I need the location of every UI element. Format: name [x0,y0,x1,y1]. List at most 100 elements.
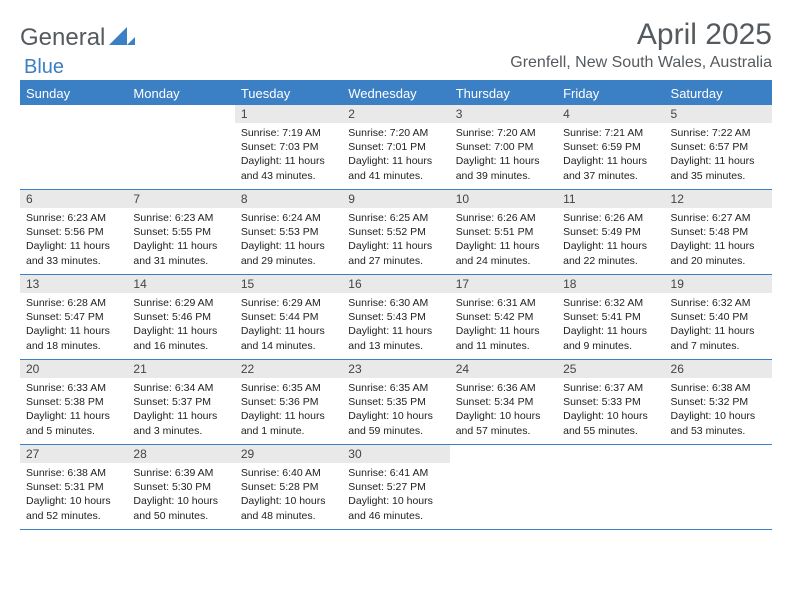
weekday-header: Sunday [20,82,127,105]
daylight-text: Daylight: 11 hours and 24 minutes. [456,239,551,267]
calendar-week-row: 1Sunrise: 7:19 AMSunset: 7:03 PMDaylight… [20,105,772,190]
sunset-text: Sunset: 6:59 PM [563,140,658,154]
daylight-text: Daylight: 11 hours and 11 minutes. [456,324,551,352]
calendar-day-cell: 10Sunrise: 6:26 AMSunset: 5:51 PMDayligh… [450,190,557,274]
sunset-text: Sunset: 5:35 PM [348,395,443,409]
day-details: Sunrise: 6:28 AMSunset: 5:47 PMDaylight:… [20,293,127,356]
day-details: Sunrise: 6:41 AMSunset: 5:27 PMDaylight:… [342,463,449,526]
sunset-text: Sunset: 5:34 PM [456,395,551,409]
day-number: 16 [342,275,449,293]
sunrise-text: Sunrise: 7:19 AM [241,126,336,140]
day-number: 15 [235,275,342,293]
sunset-text: Sunset: 5:44 PM [241,310,336,324]
sunrise-text: Sunrise: 6:28 AM [26,296,121,310]
sunset-text: Sunset: 5:53 PM [241,225,336,239]
calendar-day-cell: 9Sunrise: 6:25 AMSunset: 5:52 PMDaylight… [342,190,449,274]
day-number: 1 [235,105,342,123]
calendar-day-cell: 25Sunrise: 6:37 AMSunset: 5:33 PMDayligh… [557,360,664,444]
daylight-text: Daylight: 11 hours and 5 minutes. [26,409,121,437]
daylight-text: Daylight: 11 hours and 16 minutes. [133,324,228,352]
calendar-day-cell [557,445,664,529]
daylight-text: Daylight: 10 hours and 57 minutes. [456,409,551,437]
calendar-week-row: 20Sunrise: 6:33 AMSunset: 5:38 PMDayligh… [20,360,772,445]
daylight-text: Daylight: 11 hours and 35 minutes. [671,154,766,182]
day-details: Sunrise: 6:35 AMSunset: 5:36 PMDaylight:… [235,378,342,441]
sunset-text: Sunset: 5:56 PM [26,225,121,239]
day-number [665,445,772,463]
weekday-header: Friday [557,82,664,105]
sunrise-text: Sunrise: 6:32 AM [563,296,658,310]
day-number [20,105,127,123]
calendar-day-cell: 13Sunrise: 6:28 AMSunset: 5:47 PMDayligh… [20,275,127,359]
sunrise-text: Sunrise: 6:34 AM [133,381,228,395]
daylight-text: Daylight: 11 hours and 1 minute. [241,409,336,437]
sunrise-text: Sunrise: 6:35 AM [241,381,336,395]
calendar-day-cell [665,445,772,529]
sunrise-text: Sunrise: 6:26 AM [456,211,551,225]
day-details: Sunrise: 6:36 AMSunset: 5:34 PMDaylight:… [450,378,557,441]
sunset-text: Sunset: 6:57 PM [671,140,766,154]
daylight-text: Daylight: 11 hours and 31 minutes. [133,239,228,267]
day-details: Sunrise: 6:23 AMSunset: 5:55 PMDaylight:… [127,208,234,271]
day-details: Sunrise: 6:29 AMSunset: 5:44 PMDaylight:… [235,293,342,356]
sunrise-text: Sunrise: 6:35 AM [348,381,443,395]
day-number [450,445,557,463]
sunrise-text: Sunrise: 6:38 AM [26,466,121,480]
calendar-day-cell: 17Sunrise: 6:31 AMSunset: 5:42 PMDayligh… [450,275,557,359]
sunset-text: Sunset: 5:37 PM [133,395,228,409]
calendar-week-row: 6Sunrise: 6:23 AMSunset: 5:56 PMDaylight… [20,190,772,275]
day-number: 18 [557,275,664,293]
day-number: 5 [665,105,772,123]
sunrise-text: Sunrise: 6:27 AM [671,211,766,225]
day-details: Sunrise: 6:40 AMSunset: 5:28 PMDaylight:… [235,463,342,526]
sunrise-text: Sunrise: 6:30 AM [348,296,443,310]
daylight-text: Daylight: 10 hours and 53 minutes. [671,409,766,437]
sunset-text: Sunset: 7:03 PM [241,140,336,154]
day-details: Sunrise: 6:33 AMSunset: 5:38 PMDaylight:… [20,378,127,441]
day-details: Sunrise: 6:32 AMSunset: 5:41 PMDaylight:… [557,293,664,356]
title-block: April 2025 Grenfell, New South Wales, Au… [510,18,772,72]
calendar-day-cell [20,105,127,189]
day-number: 26 [665,360,772,378]
sunset-text: Sunset: 7:01 PM [348,140,443,154]
calendar-day-cell: 6Sunrise: 6:23 AMSunset: 5:56 PMDaylight… [20,190,127,274]
day-details: Sunrise: 6:38 AMSunset: 5:32 PMDaylight:… [665,378,772,441]
sunrise-text: Sunrise: 6:25 AM [348,211,443,225]
sunset-text: Sunset: 7:00 PM [456,140,551,154]
day-details: Sunrise: 6:34 AMSunset: 5:37 PMDaylight:… [127,378,234,441]
calendar-day-cell: 5 Sunrise: 7:22 AMSunset: 6:57 PMDaylight… [665,105,772,189]
sunset-text: Sunset: 5:27 PM [348,480,443,494]
weekday-header: Thursday [450,82,557,105]
sunrise-text: Sunrise: 6:39 AM [133,466,228,480]
daylight-text: Daylight: 11 hours and 14 minutes. [241,324,336,352]
calendar-day-cell: 20Sunrise: 6:33 AMSunset: 5:38 PMDayligh… [20,360,127,444]
day-details: Sunrise: 6:37 AMSunset: 5:33 PMDaylight:… [557,378,664,441]
daylight-text: Daylight: 11 hours and 33 minutes. [26,239,121,267]
daylight-text: Daylight: 11 hours and 18 minutes. [26,324,121,352]
daylight-text: Daylight: 11 hours and 43 minutes. [241,154,336,182]
daylight-text: Daylight: 11 hours and 39 minutes. [456,154,551,182]
day-details: Sunrise: 6:38 AMSunset: 5:31 PMDaylight:… [20,463,127,526]
daylight-text: Daylight: 11 hours and 27 minutes. [348,239,443,267]
sunrise-text: Sunrise: 6:36 AM [456,381,551,395]
day-number [557,445,664,463]
daylight-text: Daylight: 10 hours and 48 minutes. [241,494,336,522]
day-details: Sunrise: 6:30 AMSunset: 5:43 PMDaylight:… [342,293,449,356]
day-number: 8 [235,190,342,208]
sunrise-text: Sunrise: 6:32 AM [671,296,766,310]
daylight-text: Daylight: 11 hours and 3 minutes. [133,409,228,437]
page-header: General April 2025 Grenfell, New South W… [20,18,772,72]
sunrise-text: Sunrise: 6:33 AM [26,381,121,395]
day-number: 17 [450,275,557,293]
calendar-day-cell: 2Sunrise: 7:20 AMSunset: 7:01 PMDaylight… [342,105,449,189]
daylight-text: Daylight: 11 hours and 9 minutes. [563,324,658,352]
day-number: 19 [665,275,772,293]
day-number: 13 [20,275,127,293]
sunset-text: Sunset: 5:33 PM [563,395,658,409]
sunrise-text: Sunrise: 6:29 AM [241,296,336,310]
daylight-text: Daylight: 11 hours and 13 minutes. [348,324,443,352]
sunrise-text: Sunrise: 7:22 AM [671,126,766,140]
calendar-week-row: 13Sunrise: 6:28 AMSunset: 5:47 PMDayligh… [20,275,772,360]
sunset-text: Sunset: 5:48 PM [671,225,766,239]
daylight-text: Daylight: 10 hours and 50 minutes. [133,494,228,522]
